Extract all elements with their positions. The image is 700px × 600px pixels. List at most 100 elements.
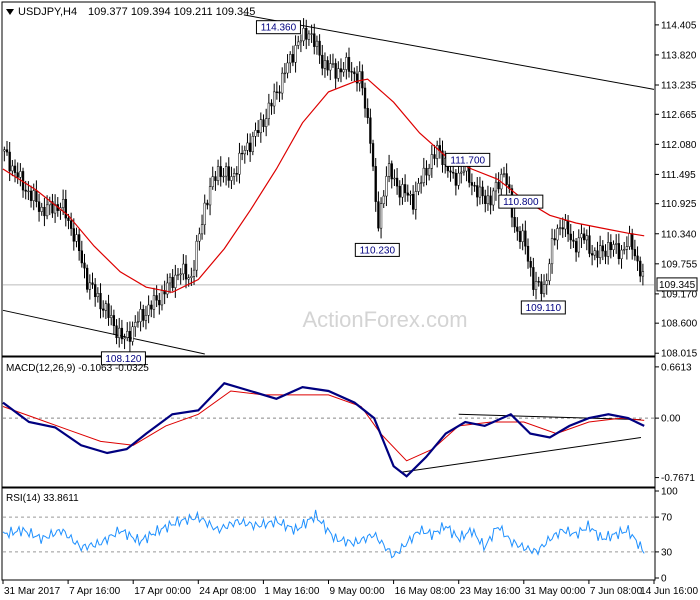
candle-body [184,263,188,280]
candle-body [393,177,396,180]
watermark-text: ActionForex.com [302,307,467,332]
candle-body [422,167,425,183]
candle-body [214,176,217,181]
candle-body [518,231,522,242]
candle-body [371,143,375,167]
candle-body [489,195,492,206]
candle-body [492,190,495,206]
candle-body [561,227,564,230]
candle-body [118,327,121,339]
candle-body [232,173,236,177]
time-tick-label: 7 Apr 16:00 [69,586,121,597]
rsi-tick-label: 70 [661,513,673,524]
macd-signal-line [2,390,645,462]
macd-title: MACD(12,26,9) -0.1063 -0.0325 [6,363,149,374]
candle-body [401,184,404,198]
time-axis: 31 Mar 2017 7 Apr 16:00 17 Apr 00:00 24 Apr… [2,580,698,597]
candle-body [86,267,89,290]
candle-body [460,171,463,174]
candle-body [382,195,385,204]
price-tick-label: 112.080 [661,140,697,151]
candle-body [452,171,455,174]
candle-body [494,181,498,192]
candle-body [599,245,602,258]
candle-body [257,130,260,134]
macd-tick-label: 0.6613 [661,362,692,373]
candle-body [462,170,466,173]
symbol-label: USDJPY,H4 [18,6,77,18]
candle-body [286,62,289,74]
candle-body [294,45,297,63]
candle-body [259,119,262,134]
candle-body [166,282,169,295]
candle-body [387,163,391,177]
price-y-axis: 114.405 113.820 113.235 112.665 112.080 111.4… [655,20,698,360]
candle-body [115,325,118,339]
candle-body [67,217,70,221]
candle-body [497,181,500,190]
annotation-box [445,152,491,167]
candle-body [96,293,99,298]
candle-body [77,234,81,251]
candle-body [75,234,78,242]
candle-body [51,201,54,214]
candle-body [190,276,193,278]
candle-body [24,189,27,192]
candle-body [425,167,428,176]
rsi-panel [1,487,656,581]
time-tick-label: 1 May 16:00 [264,586,319,597]
candle-body [281,72,284,94]
candle-body [310,33,313,35]
ohlc-label: 109.377 109.394 109.211 109.345 [88,6,255,18]
annotation-box [100,351,146,366]
candle-body [513,217,516,228]
price-tick-label: 109.755 [661,259,698,270]
candle-body [411,194,415,210]
candle-body [80,250,83,264]
candle-body [398,185,401,198]
candle-body [363,87,367,109]
candle-body [61,198,65,208]
price-tick-label: 110.925 [661,199,697,210]
candle-body [374,166,377,202]
candle-body [628,233,631,247]
signal-line [2,390,645,462]
candle-body [572,239,575,242]
candle-body [273,91,276,107]
annotation-box [498,194,544,209]
candle-body [550,238,554,265]
candle-body [29,190,33,201]
candle-body [299,40,303,43]
last-price-box [656,277,698,292]
time-tick-label: 31 Mar 2017 [4,586,61,597]
rsi-levels [3,516,654,553]
price-tick-label: 113.820 [661,50,697,61]
candle-body [601,245,604,252]
candle-body [155,295,158,301]
candle-body [502,173,506,175]
candle-body [339,68,343,73]
candle-body [152,295,156,310]
candle-body [270,102,273,107]
candle-body [529,261,532,268]
candle-body [37,201,41,212]
candle-body [641,271,645,277]
candle-body [248,142,252,152]
candle-body [395,177,399,187]
price-trendline [243,14,655,90]
candle-body [417,183,420,192]
candle-body [265,118,268,127]
candle-body [208,186,212,206]
annotation-box [520,300,566,315]
annotation-label: 110.800 [503,197,539,208]
candle-body [72,228,75,242]
price-header: USDJPY,H4 109.377 109.394 109.211 109.34… [6,6,255,18]
candle-body [313,33,316,47]
triangle-down-icon[interactable] [6,9,14,15]
macd-trendlines [400,413,642,473]
annotation-label: 109.110 [526,303,562,314]
rsi-tick-label: 30 [661,547,673,558]
candle-body [203,202,206,225]
candle-body [206,202,209,206]
